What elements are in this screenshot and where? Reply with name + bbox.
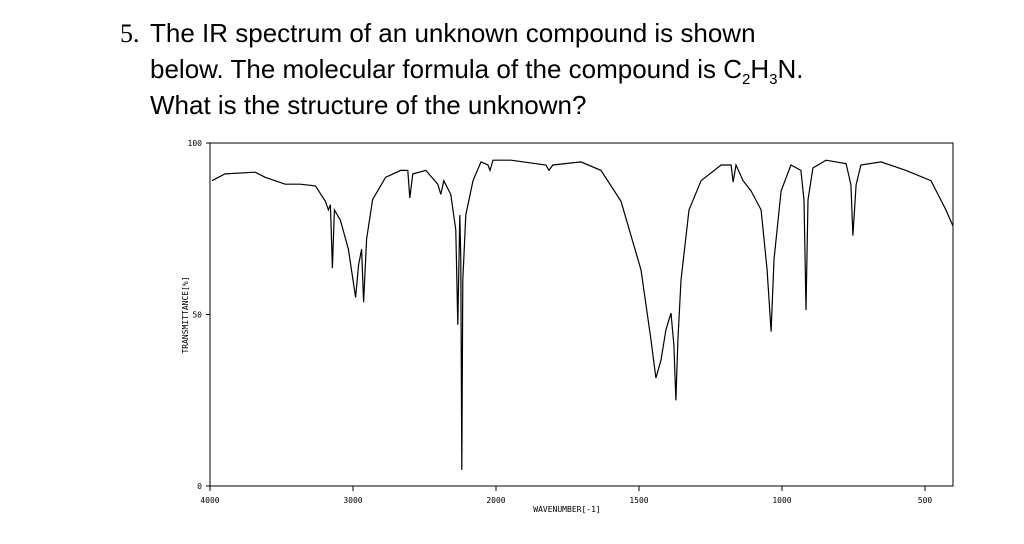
x-tick-label: 3000 <box>343 496 362 505</box>
x-tick-label: 1500 <box>629 496 648 505</box>
text: N. <box>778 54 804 84</box>
text: H <box>750 54 769 84</box>
x-tick-label: 2000 <box>486 496 505 505</box>
text: below. The molecular formula of the comp… <box>150 54 742 84</box>
x-tick-label: 500 <box>918 496 933 505</box>
y-tick-label: 100 <box>188 139 203 148</box>
question-number: 5. <box>120 19 140 48</box>
question-line: The IR spectrum of an unknown compound i… <box>150 18 756 48</box>
x-axis-label: WAVENUMBER[-1] <box>533 505 600 514</box>
question-line: What is the structure of the unknown? <box>150 90 586 120</box>
question-line: below. The molecular formula of the comp… <box>150 54 804 88</box>
y-axis-label: TRANSMITTANCE[%] <box>181 276 190 353</box>
x-tick-label: 4000 <box>200 496 219 505</box>
subscript: 3 <box>769 71 777 88</box>
x-tick-label: 1000 <box>772 496 791 505</box>
subscript: 2 <box>742 71 750 88</box>
y-tick-label: 50 <box>192 311 202 320</box>
spectrum-line <box>211 159 954 470</box>
y-tick-label: 0 <box>197 482 202 491</box>
